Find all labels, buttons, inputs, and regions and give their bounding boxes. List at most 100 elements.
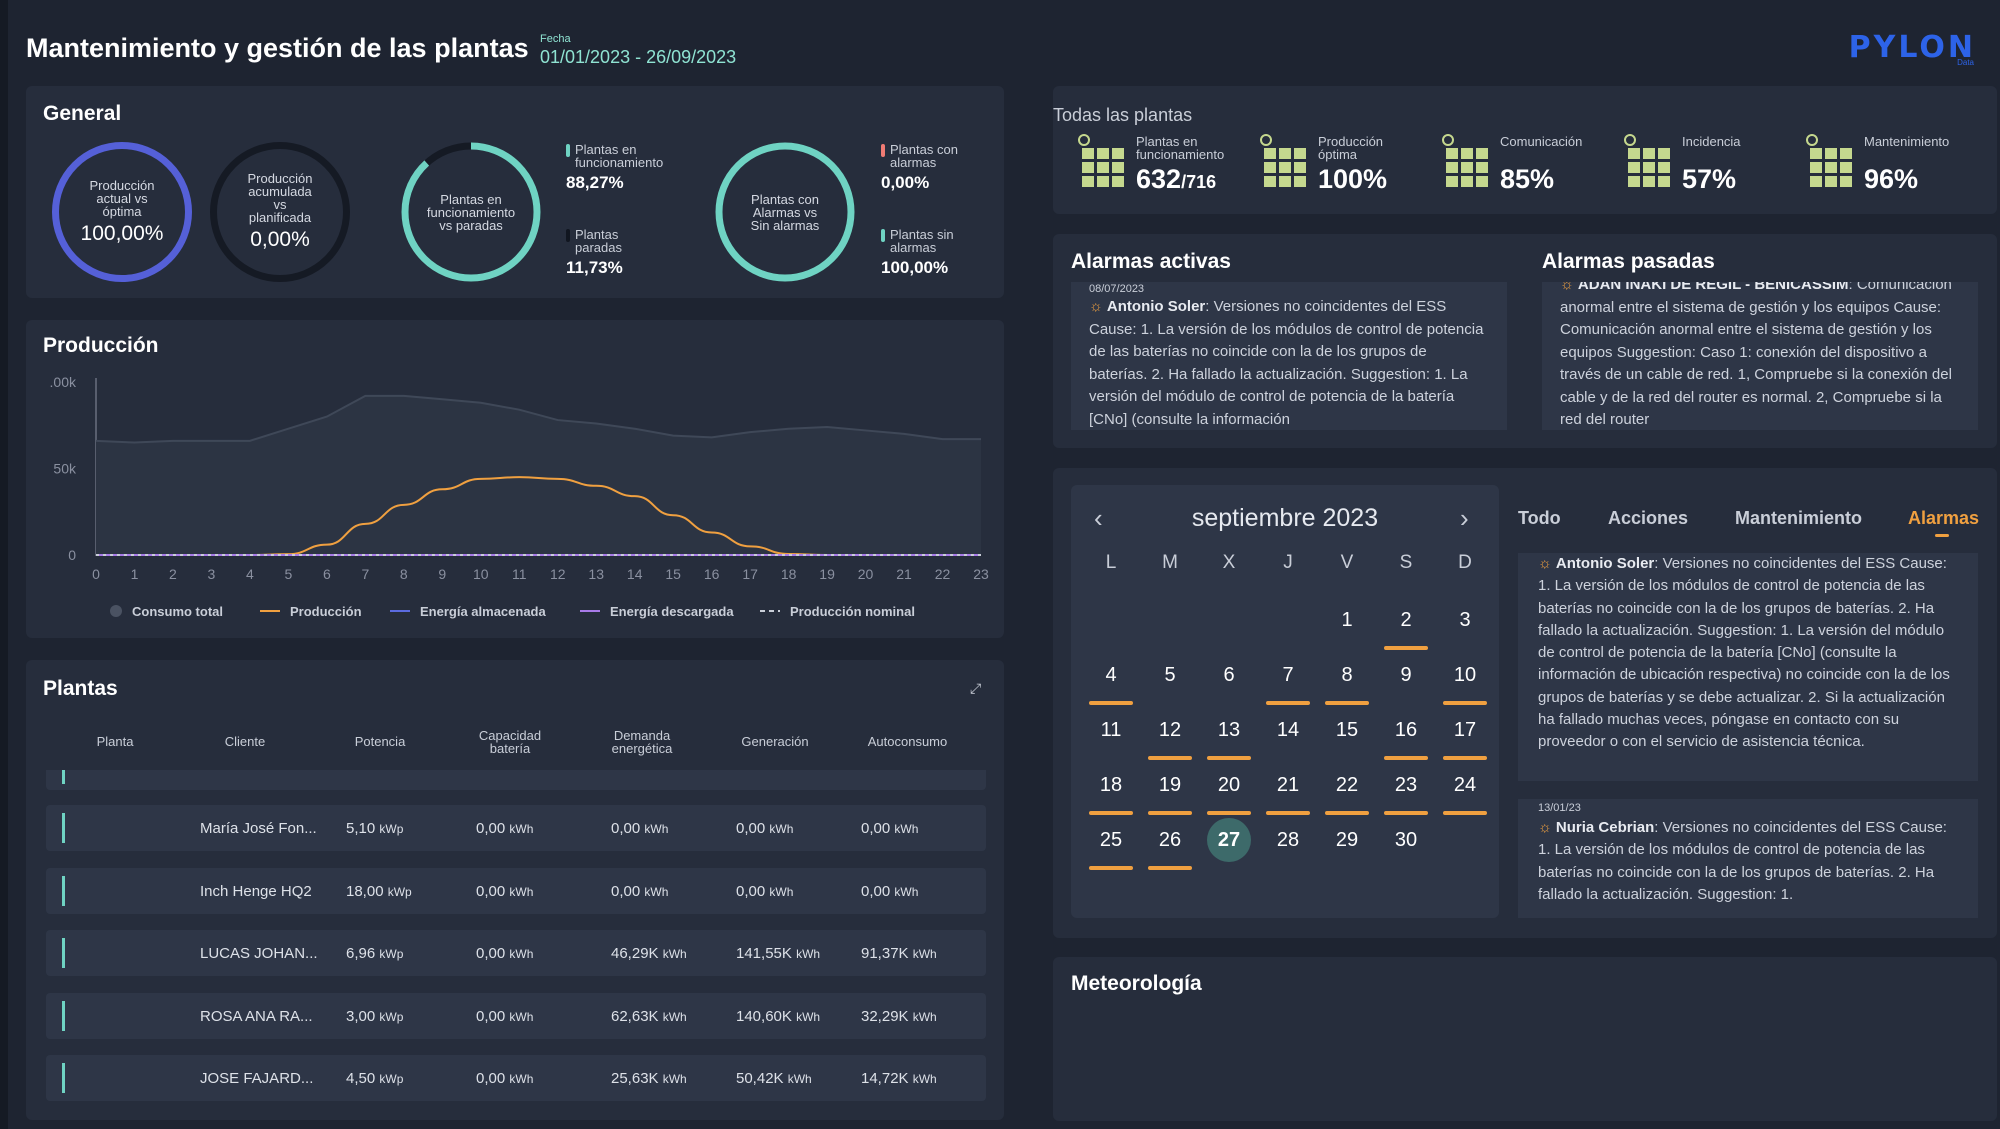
calendar-day[interactable]: 8 bbox=[1325, 653, 1369, 705]
calendar-day[interactable]: 3 bbox=[1443, 598, 1487, 642]
calendar-day[interactable]: 6 bbox=[1207, 653, 1251, 697]
event-item[interactable]: 13/01/23 ☼ Nuria Cebrian: Versiones no c… bbox=[1518, 799, 1978, 918]
day-number: 11 bbox=[1100, 719, 1122, 741]
col-planta[interactable]: Planta bbox=[96, 734, 134, 749]
cell-value: 0,00 bbox=[611, 820, 641, 837]
table-cell: 91,37K kWh bbox=[861, 945, 937, 962]
kpi-card[interactable]: Mantenimiento 96% bbox=[1798, 128, 1978, 198]
legend-item[interactable]: Energía almacenada bbox=[390, 604, 546, 619]
calendar-day[interactable]: 14 bbox=[1266, 708, 1310, 752]
col-generacion[interactable]: Generación bbox=[741, 734, 809, 749]
col-autoconsumo[interactable]: Autoconsumo bbox=[867, 734, 948, 749]
expand-icon[interactable]: ⤢ bbox=[970, 680, 982, 696]
day-number: 29 bbox=[1335, 829, 1359, 851]
calendar-tab[interactable]: Todo bbox=[1518, 508, 1561, 528]
prev-month-icon[interactable]: ‹ bbox=[1094, 503, 1103, 533]
kpi-card[interactable]: Producción óptima 100% bbox=[1252, 128, 1432, 198]
calendar-day[interactable]: 19 bbox=[1148, 763, 1192, 815]
calendar-day[interactable]: 11 bbox=[1089, 708, 1133, 752]
alarm-icon: ☼ bbox=[1538, 819, 1552, 836]
calendar-day[interactable]: 26 bbox=[1148, 818, 1192, 870]
calendar-day[interactable]: 7 bbox=[1266, 653, 1310, 705]
kpi-card[interactable]: Plantas en funcionamiento 632/716 bbox=[1070, 128, 1250, 198]
legend-item[interactable]: Consumo total bbox=[110, 604, 223, 619]
calendar-day[interactable]: 16 bbox=[1384, 708, 1428, 760]
table-row[interactable]: LUCAS JOHAN... 6,96 kWp 0,00 kWh 46,29K kWh… bbox=[46, 930, 986, 976]
stat-label-line: Plantas bbox=[575, 227, 619, 242]
calendar-day[interactable]: 27 bbox=[1207, 818, 1251, 862]
calendar-day[interactable]: 24 bbox=[1443, 763, 1487, 815]
event-text: : Versiones no coincidentes del ESS Caus… bbox=[1538, 555, 1950, 751]
calendar-day[interactable]: 2 bbox=[1384, 598, 1428, 650]
row-status-bar bbox=[62, 1063, 65, 1093]
cell-value: 14,72K bbox=[861, 1070, 909, 1087]
kpi-card[interactable]: Incidencia 57% bbox=[1616, 128, 1796, 198]
table-row-partial bbox=[46, 770, 986, 790]
table-row[interactable]: ROSA ANA RA... 3,00 kWp 0,00 kWh 62,63K kWh… bbox=[46, 992, 986, 1039]
calendar-day[interactable]: 21 bbox=[1266, 763, 1310, 815]
weekday-label: X bbox=[1222, 552, 1236, 573]
col-potencia[interactable]: Potencia bbox=[354, 734, 406, 749]
calendar-day[interactable]: 12 bbox=[1148, 708, 1192, 760]
cell-unit: kWh bbox=[796, 1009, 821, 1024]
alarmas-activas-list[interactable]: 08/07/2023 ☼ Antonio Soler: Versiones no… bbox=[1071, 282, 1507, 430]
ring-label: Producción bbox=[89, 177, 155, 193]
calendar-day[interactable]: 25 bbox=[1089, 818, 1133, 870]
table-cell: 6,96 kWp bbox=[346, 945, 403, 962]
weekday-label: L bbox=[1105, 552, 1117, 573]
alarm-text: : Comunicación anormal entre el sistema … bbox=[1560, 282, 1952, 428]
col-cliente[interactable]: Cliente bbox=[224, 734, 266, 749]
cell-value: 140,60K bbox=[736, 1007, 792, 1025]
calendar-day[interactable]: 4 bbox=[1089, 653, 1133, 705]
kpi-card[interactable]: Comunicación 85% bbox=[1434, 128, 1614, 198]
event-item[interactable]: ☼ Antonio Soler: Versiones no coincident… bbox=[1518, 553, 1978, 781]
calendar-day[interactable]: 29 bbox=[1325, 818, 1369, 862]
col-demanda[interactable]: Demanda energética bbox=[597, 729, 687, 755]
calendar-day[interactable]: 5 bbox=[1148, 653, 1192, 697]
calendar-tab[interactable]: Mantenimiento bbox=[1735, 508, 1863, 528]
calendar-day[interactable]: 23 bbox=[1384, 763, 1428, 815]
calendar-tab[interactable]: Acciones bbox=[1608, 508, 1689, 528]
cell-unit: kWp bbox=[379, 947, 404, 961]
calendar-day[interactable]: 20 bbox=[1207, 763, 1251, 815]
date-range[interactable]: 01/01/2023 - 26/09/2023 bbox=[540, 47, 737, 67]
col-capacidad[interactable]: Capacidad batería bbox=[465, 729, 555, 755]
alarmas-pasadas-list[interactable]: ☼ ADÁN IÑAKI DE REGIL - BENICASSIM: Comu… bbox=[1542, 282, 1978, 430]
legend-item[interactable]: Producción bbox=[260, 604, 362, 619]
x-tick-label: 13 bbox=[588, 566, 604, 582]
calendar-day[interactable]: 18 bbox=[1089, 763, 1133, 815]
calendar-day[interactable]: 17 bbox=[1443, 708, 1487, 760]
alarm-item[interactable]: ☼ ADÁN IÑAKI DE REGIL - BENICASSIM: Comu… bbox=[1560, 282, 1960, 430]
table-cell: 46,29K kWh bbox=[611, 945, 687, 962]
table-row[interactable]: Inch Henge HQ2 18,00 kWp 0,00 kWh 0,00 kWh 0… bbox=[46, 867, 986, 914]
calendar-events-list[interactable]: ☼ Antonio Soler: Versiones no coincident… bbox=[1518, 553, 1978, 918]
kpi-value-number: 100% bbox=[1318, 164, 1388, 194]
cell-value: 3,00 bbox=[346, 1007, 376, 1025]
day-number: 7 bbox=[1282, 664, 1294, 686]
kpi-label-line: funcionamiento bbox=[1136, 147, 1225, 162]
cell-unit: kWp bbox=[379, 1072, 404, 1086]
calendar-day[interactable]: 30 bbox=[1384, 818, 1428, 862]
calendar-day[interactable]: 13 bbox=[1207, 708, 1251, 760]
calendar-day[interactable]: 28 bbox=[1266, 818, 1310, 862]
table-row[interactable]: María José Fon... 5,10 kWp 0,00 kWh 0,00 kW… bbox=[46, 805, 986, 851]
x-tick-label: 4 bbox=[246, 566, 254, 582]
table-row[interactable]: JOSE FAJARD... 4,50 kWp 0,00 kWh 25,63K kWh… bbox=[46, 1055, 986, 1101]
calendar-tab[interactable]: Alarmas bbox=[1908, 508, 1980, 528]
calendar-day[interactable]: 15 bbox=[1325, 708, 1369, 752]
legend-item[interactable]: Producción nominal bbox=[760, 604, 915, 619]
calendar-day[interactable]: 22 bbox=[1325, 763, 1369, 815]
day-number: 9 bbox=[1400, 664, 1412, 686]
cell-value: 32,29K bbox=[861, 1007, 909, 1025]
general-title: General bbox=[43, 102, 122, 125]
day-event-marker bbox=[1266, 811, 1310, 815]
day-number: 5 bbox=[1164, 664, 1176, 686]
legend-label: Energía almacenada bbox=[420, 604, 546, 619]
page-title: Mantenimiento y gestión de las plantas bbox=[26, 33, 529, 63]
calendar-day[interactable]: 10 bbox=[1443, 653, 1487, 705]
next-month-icon[interactable]: › bbox=[1460, 503, 1469, 533]
calendar-day[interactable]: 1 bbox=[1325, 598, 1369, 642]
legend-item[interactable]: Energía descargada bbox=[580, 604, 734, 619]
calendar-day[interactable]: 9 bbox=[1384, 653, 1428, 697]
alarm-item[interactable]: ☼ Antonio Soler: Versiones no coincident… bbox=[1089, 296, 1489, 430]
